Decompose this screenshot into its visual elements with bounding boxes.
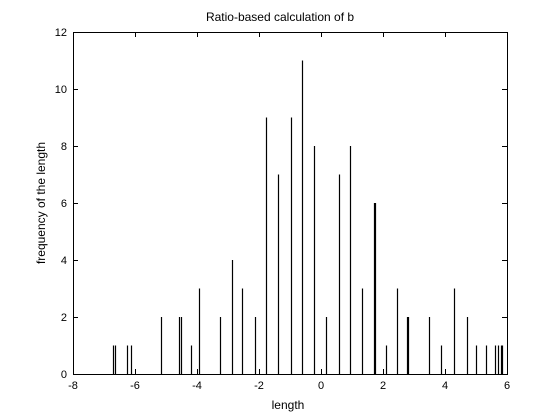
y-tick-label: 12 — [55, 27, 67, 39]
x-tick-label: -8 — [68, 380, 78, 392]
x-tick-label: 4 — [442, 380, 448, 392]
x-tick-label: 0 — [318, 380, 324, 392]
bars-group — [112, 60, 504, 374]
x-tick-label: -6 — [130, 380, 140, 392]
ticks-group: -8 -6 -4 -2 0 2 4 6 0 2 4 6 8 10 12 — [55, 27, 510, 392]
x-axis-label: length — [272, 398, 305, 412]
x-tick-label: -2 — [254, 380, 264, 392]
chart-title: Ratio-based calculation of b — [206, 10, 354, 24]
x-tick-label: -4 — [192, 380, 202, 392]
x-tick-label: 2 — [380, 380, 386, 392]
plot-area — [73, 32, 507, 374]
y-tick-label: 4 — [61, 255, 67, 267]
y-tick-label: 8 — [61, 141, 67, 153]
y-tick-label: 6 — [61, 198, 67, 210]
y-axis-label: frequency of the length — [34, 142, 48, 264]
x-tick-label: 6 — [504, 380, 510, 392]
y-tick-label: 0 — [61, 369, 67, 381]
plot-frame — [73, 32, 508, 375]
y-tick-label: 10 — [55, 84, 67, 96]
y-tick-label: 2 — [61, 312, 67, 324]
